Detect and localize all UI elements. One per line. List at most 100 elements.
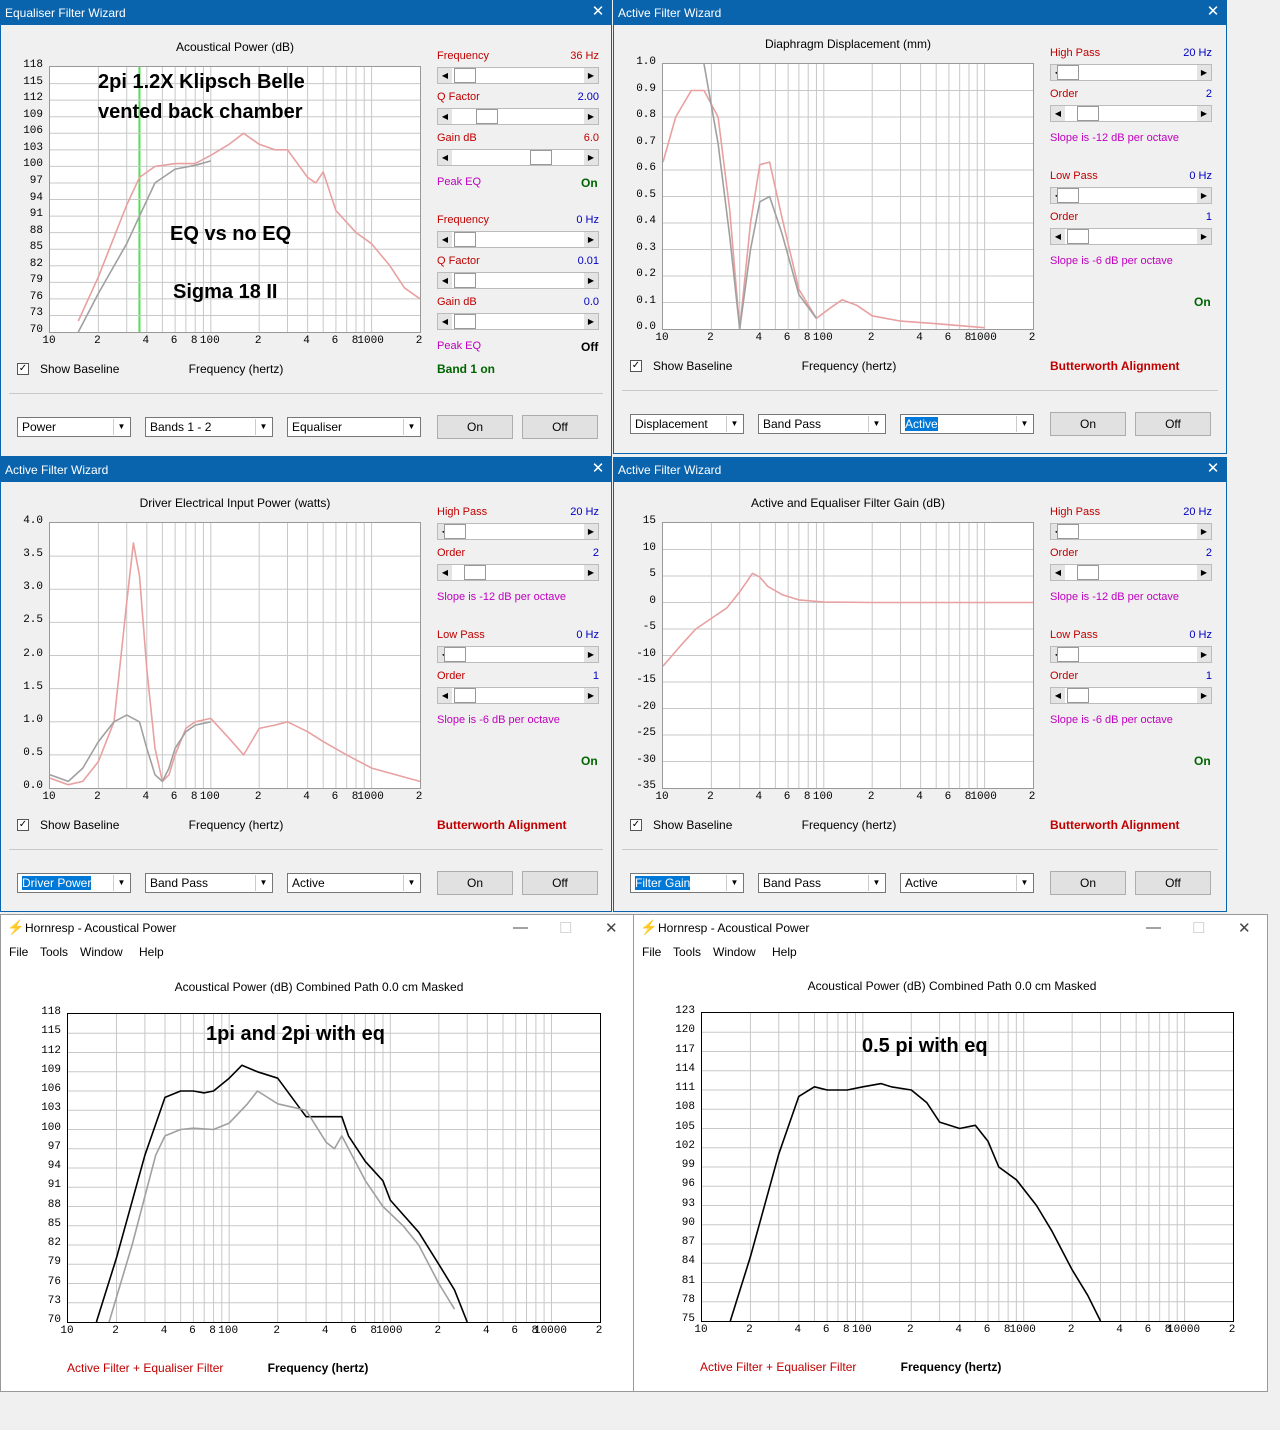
slider-thumb[interactable]: [464, 565, 486, 580]
view-dropdown[interactable]: Power ▼: [17, 417, 131, 437]
on-button[interactable]: On: [437, 415, 513, 439]
slider-thumb[interactable]: [1077, 565, 1099, 580]
slider-right-arrow-icon[interactable]: ▶: [1197, 688, 1211, 703]
slider-thumb[interactable]: [444, 647, 466, 662]
slider-right-arrow-icon[interactable]: ▶: [584, 647, 598, 662]
slider-left-arrow-icon[interactable]: ◀: [438, 314, 452, 329]
maximize-icon[interactable]: ☐: [1192, 920, 1206, 937]
minimize-icon[interactable]: —: [513, 919, 528, 936]
slider-right-arrow-icon[interactable]: ▶: [584, 565, 598, 580]
slider-left-arrow-icon[interactable]: ◀: [438, 150, 452, 165]
slider-thumb[interactable]: [1057, 188, 1079, 203]
slider-thumb[interactable]: [454, 68, 476, 83]
show-baseline-checkbox[interactable]: ✓: [630, 360, 642, 372]
slider-right-arrow-icon[interactable]: ▶: [1197, 65, 1211, 80]
slider-left-arrow-icon[interactable]: ◀: [438, 232, 452, 247]
control-slider[interactable]: ◀ ▶: [437, 231, 599, 248]
high-pass-slider[interactable]: ◀▶: [1050, 523, 1212, 540]
order-2-slider[interactable]: ◀ ▶: [1050, 228, 1212, 245]
slider-left-arrow-icon[interactable]: ◀: [1051, 688, 1065, 703]
filter-type-dropdown[interactable]: Equaliser ▼: [287, 417, 421, 437]
low-pass-slider[interactable]: ◀▶: [1050, 187, 1212, 204]
order-slider[interactable]: ◀ ▶: [1050, 105, 1212, 122]
off-button[interactable]: Off: [1135, 412, 1211, 436]
filter-mode-dropdown[interactable]: Band Pass ▼: [145, 873, 273, 893]
close-icon[interactable]: ✕: [591, 3, 605, 20]
off-button[interactable]: Off: [1135, 871, 1211, 895]
menu-file[interactable]: File: [9, 945, 29, 959]
slider-left-arrow-icon[interactable]: ◀: [438, 688, 452, 703]
minimize-icon[interactable]: —: [1146, 919, 1161, 936]
slider-right-arrow-icon[interactable]: ▶: [584, 524, 598, 539]
close-icon[interactable]: ✕: [1238, 920, 1251, 937]
view-dropdown[interactable]: Displacement ▼: [630, 414, 744, 434]
high-pass-slider[interactable]: ◀▶: [1050, 64, 1212, 81]
slider-thumb[interactable]: [1057, 65, 1079, 80]
slider-thumb[interactable]: [1077, 106, 1099, 121]
slider-thumb[interactable]: [1067, 688, 1089, 703]
menu-file[interactable]: File: [642, 945, 662, 959]
order-slider[interactable]: ◀ ▶: [437, 564, 599, 581]
low-pass-slider[interactable]: ◀▶: [437, 646, 599, 663]
slider-thumb[interactable]: [454, 314, 476, 329]
menu-tools[interactable]: Tools: [673, 945, 702, 959]
control-slider[interactable]: ◀ ▶: [437, 149, 599, 166]
filter-mode-dropdown[interactable]: Band Pass ▼: [758, 414, 886, 434]
slider-left-arrow-icon[interactable]: ◀: [438, 273, 452, 288]
off-button[interactable]: Off: [522, 415, 598, 439]
slider-thumb[interactable]: [1067, 229, 1089, 244]
control-slider[interactable]: ◀ ▶: [437, 67, 599, 84]
show-baseline-checkbox[interactable]: ✓: [17, 819, 29, 831]
bands-dropdown[interactable]: Bands 1 - 2 ▼: [145, 417, 273, 437]
slider-right-arrow-icon[interactable]: ▶: [1197, 188, 1211, 203]
slider-thumb[interactable]: [476, 109, 498, 124]
control-slider[interactable]: ◀ ▶: [437, 313, 599, 330]
low-pass-slider[interactable]: ◀▶: [1050, 646, 1212, 663]
menu-tools[interactable]: Tools: [40, 945, 69, 959]
off-button[interactable]: Off: [522, 871, 598, 895]
close-icon[interactable]: ✕: [1206, 460, 1220, 477]
menu-window[interactable]: Window: [80, 945, 123, 959]
slider-thumb[interactable]: [454, 273, 476, 288]
slider-thumb[interactable]: [454, 232, 476, 247]
slider-left-arrow-icon[interactable]: ◀: [438, 565, 452, 580]
filter-mode-dropdown[interactable]: Band Pass ▼: [758, 873, 886, 893]
order-2-slider[interactable]: ◀ ▶: [1050, 687, 1212, 704]
slider-right-arrow-icon[interactable]: ▶: [1197, 106, 1211, 121]
slider-right-arrow-icon[interactable]: ▶: [584, 109, 598, 124]
maximize-icon[interactable]: ☐: [559, 920, 573, 937]
order-slider[interactable]: ◀ ▶: [1050, 564, 1212, 581]
control-slider[interactable]: ◀ ▶: [437, 272, 599, 289]
slider-right-arrow-icon[interactable]: ▶: [1197, 647, 1211, 662]
slider-right-arrow-icon[interactable]: ▶: [1197, 229, 1211, 244]
slider-left-arrow-icon[interactable]: ◀: [1051, 565, 1065, 580]
on-button[interactable]: On: [1050, 871, 1126, 895]
slider-right-arrow-icon[interactable]: ▶: [584, 273, 598, 288]
view-dropdown[interactable]: Driver Power ▼: [17, 873, 131, 893]
slider-right-arrow-icon[interactable]: ▶: [584, 688, 598, 703]
slider-right-arrow-icon[interactable]: ▶: [584, 68, 598, 83]
slider-left-arrow-icon[interactable]: ◀: [1051, 229, 1065, 244]
close-icon[interactable]: ✕: [591, 460, 605, 477]
slider-right-arrow-icon[interactable]: ▶: [1197, 524, 1211, 539]
view-dropdown[interactable]: Filter Gain ▼: [630, 873, 744, 893]
slider-right-arrow-icon[interactable]: ▶: [1197, 565, 1211, 580]
slider-left-arrow-icon[interactable]: ◀: [438, 109, 452, 124]
close-icon[interactable]: ✕: [1206, 3, 1220, 20]
slider-left-arrow-icon[interactable]: ◀: [438, 68, 452, 83]
slider-thumb[interactable]: [444, 524, 466, 539]
slider-right-arrow-icon[interactable]: ▶: [584, 314, 598, 329]
slider-thumb[interactable]: [1057, 647, 1079, 662]
menu-window[interactable]: Window: [713, 945, 756, 959]
slider-thumb[interactable]: [530, 150, 552, 165]
menu-help[interactable]: Help: [772, 945, 797, 959]
slider-right-arrow-icon[interactable]: ▶: [584, 232, 598, 247]
menu-help[interactable]: Help: [139, 945, 164, 959]
slider-thumb[interactable]: [454, 688, 476, 703]
on-button[interactable]: On: [1050, 412, 1126, 436]
slider-thumb[interactable]: [1057, 524, 1079, 539]
filter-type-dropdown[interactable]: Active ▼: [900, 873, 1034, 893]
show-baseline-checkbox[interactable]: ✓: [630, 819, 642, 831]
order-2-slider[interactable]: ◀ ▶: [437, 687, 599, 704]
close-icon[interactable]: ✕: [605, 920, 618, 937]
